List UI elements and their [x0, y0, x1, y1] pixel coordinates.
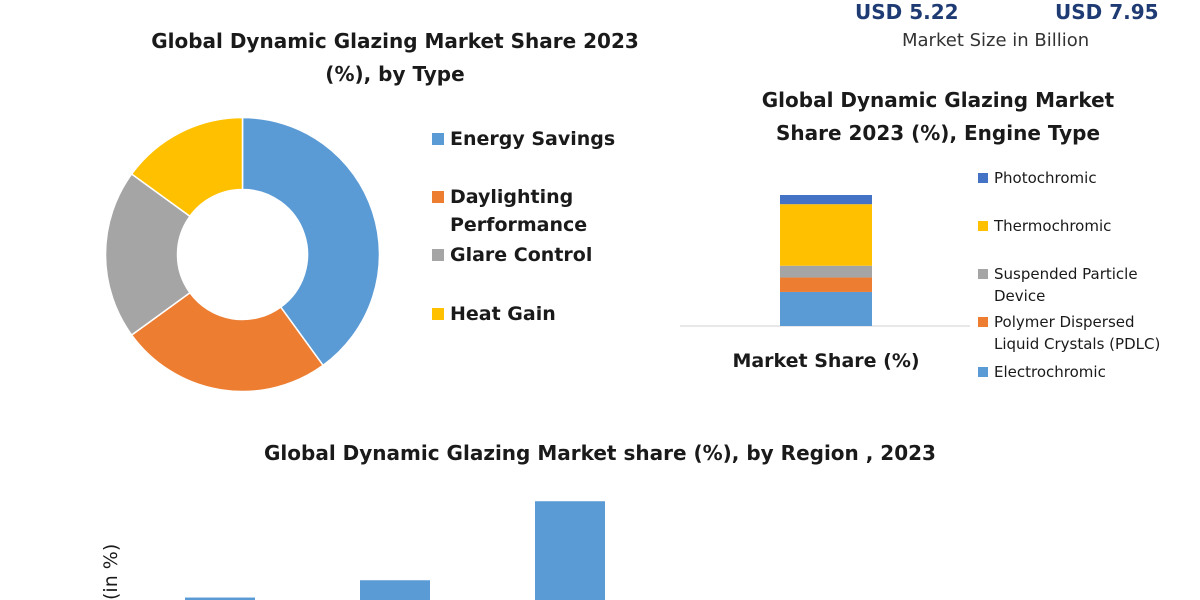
legend-swatch: [432, 191, 444, 203]
donut-slice-energy-savings: [241, 116, 381, 367]
region-bar-1: [185, 597, 255, 600]
legend-swatch: [432, 133, 444, 145]
donut-legend-item-glare-control: Glare Control: [432, 241, 592, 269]
donut-slice-glare-control: [104, 172, 191, 337]
legend-label: Electrochromic: [994, 363, 1106, 381]
legend-label: Heat Gain: [450, 303, 556, 325]
stacked-legend-item-suspended-particle-device: Suspended Particle Device: [978, 263, 1138, 307]
region-chart-y-label: (in %): [100, 543, 122, 600]
market-size-caption: Market Size in Billion: [902, 30, 1090, 51]
stacked-segment-photochromic: [780, 195, 872, 205]
legend-swatch: [978, 269, 988, 279]
legend-label: Glare Control: [450, 244, 593, 266]
legend-label: Thermochromic: [994, 217, 1112, 235]
stacked-chart-title-line-2: Share 2023 (%), Engine Type: [775, 121, 1101, 145]
stacked-category-label: Market Share (%): [732, 350, 919, 372]
donut-legend-item-daylighting-performance: Daylighting Performance: [432, 183, 587, 239]
legend-swatch: [432, 308, 444, 320]
legend-swatch: [978, 221, 988, 231]
donut-slice-heat-gain: [130, 116, 244, 218]
stacked-legend-item-thermochromic: Thermochromic: [978, 215, 1111, 237]
stacked-segment-thermochromic: [780, 204, 872, 266]
donut-chart-title-line-2: (%), by Type: [325, 62, 465, 86]
stacked-legend-item-electrochromic: Electrochromic: [978, 361, 1106, 383]
legend-swatch: [978, 367, 988, 377]
donut-chart: [104, 116, 381, 393]
legend-swatch: [978, 173, 988, 183]
legend-swatch: [432, 249, 444, 261]
donut-slice-daylighting-performance: [130, 291, 325, 393]
legend-swatch: [978, 317, 988, 327]
legend-label: Daylighting Performance: [450, 186, 588, 236]
stacked-segment-electrochromic: [780, 291, 872, 326]
legend-label: Polymer Dispersed Liquid Crystals (PDLC): [994, 313, 1161, 353]
legend-label: Suspended Particle Device: [994, 265, 1138, 305]
donut-chart-title-line-1: Global Dynamic Glazing Market Share 2023: [151, 29, 639, 53]
legend-label: Energy Savings: [450, 128, 616, 150]
donut-legend-item-energy-savings: Energy Savings: [432, 125, 615, 153]
stacked-legend-item-photochromic: Photochromic: [978, 167, 1097, 189]
market-size-start: USD 5.22: [855, 0, 959, 24]
region-bar-3: [535, 501, 605, 600]
stacked-chart-title-line-1: Global Dynamic Glazing Market: [761, 88, 1115, 112]
donut-legend-item-heat-gain: Heat Gain: [432, 300, 556, 328]
market-size-end: USD 7.95: [1055, 0, 1159, 24]
region-bar-chart: [185, 501, 605, 600]
stacked-segment-suspended-particle-device: [780, 265, 872, 278]
stacked-chart-title: Global Dynamic Glazing Market Share 2023…: [728, 84, 1148, 150]
stacked-segment-polymer-dispersed-liquid-crystals-pdlc: [780, 277, 872, 292]
donut-chart-title: Global Dynamic Glazing Market Share 2023…: [100, 25, 690, 91]
legend-label: Photochromic: [994, 169, 1097, 187]
region-bar-2: [360, 580, 430, 600]
stacked-bar-chart: Market Share (%): [680, 195, 970, 372]
region-chart-title: Global Dynamic Glazing Market share (%),…: [264, 441, 936, 465]
stacked-legend-item-polymer-dispersed-liquid-crystals-pdlc: Polymer Dispersed Liquid Crystals (PDLC): [978, 311, 1160, 355]
